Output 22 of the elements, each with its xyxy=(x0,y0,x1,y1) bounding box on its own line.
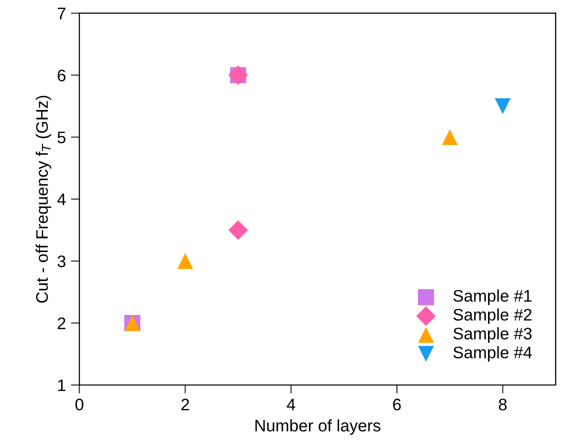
point xyxy=(494,98,511,114)
y-tick-label: 6 xyxy=(58,70,66,82)
y-tick-label: 1 xyxy=(58,380,66,392)
x-axis-title: Number of layers xyxy=(255,419,380,435)
y-axis-title: Cut - off Frequency f$_{T}$ (GHz) xyxy=(36,96,52,303)
x-tick-label: 8 xyxy=(498,398,507,410)
y-tick-label: 4 xyxy=(57,194,66,206)
y-tick-label: 3 xyxy=(58,255,66,268)
legend-label: Sample #4 xyxy=(453,346,532,362)
point xyxy=(177,253,194,269)
x-tick-label: 6 xyxy=(393,398,401,410)
point xyxy=(442,129,458,146)
x-tick-label: 0 xyxy=(75,398,84,410)
legend-label: Sample #3 xyxy=(453,327,532,343)
y-tick-label: 5 xyxy=(58,132,66,144)
y-tick-label: 7 xyxy=(58,8,66,20)
x-tick-label: 2 xyxy=(181,398,190,410)
legend-label: Sample #1 xyxy=(453,290,532,306)
x-tick-label: 4 xyxy=(286,398,296,410)
y-tick-label: 2 xyxy=(58,317,66,330)
legend-label: Sample #2 xyxy=(453,308,532,324)
point xyxy=(228,220,248,240)
